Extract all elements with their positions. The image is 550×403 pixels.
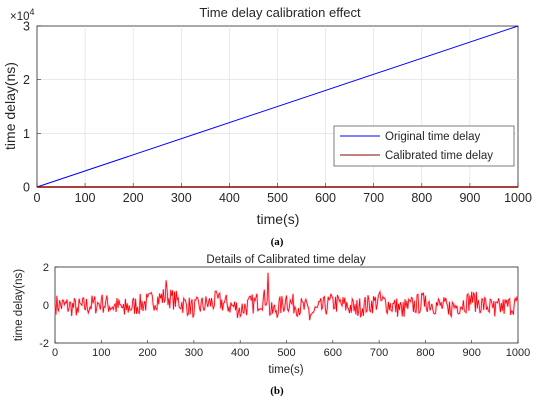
series-line-calibrated-detail xyxy=(54,272,519,321)
x-tick-label: 900 xyxy=(463,347,481,359)
chart-a-legend: Original time delay Calibrated time dela… xyxy=(333,125,515,167)
series-line-original xyxy=(36,25,519,188)
y-tick-label: 3 xyxy=(23,20,30,34)
chart-b-series xyxy=(53,272,520,321)
chart-a-series xyxy=(36,25,519,188)
x-tick-label: 700 xyxy=(370,347,388,359)
x-tick-label: 400 xyxy=(231,347,249,359)
y-tick-label: 0 xyxy=(43,300,49,312)
x-tick-label: 100 xyxy=(75,191,96,205)
x-tick-label: 200 xyxy=(138,347,156,359)
x-tick-label: 500 xyxy=(267,191,288,205)
x-tick-label: 300 xyxy=(185,347,203,359)
x-tick-label: 600 xyxy=(315,191,336,205)
chart-a-x-ticks: 0 100 200 300 400 500 600 700 800 900 1000 xyxy=(34,183,532,205)
y-tick-label: 1 xyxy=(23,127,30,141)
x-tick-label: 200 xyxy=(123,191,144,205)
legend-label-calibrated: Calibrated time delay xyxy=(385,150,493,162)
chart-b: Details of Calibrated time delay 0 100 200… xyxy=(13,254,530,397)
x-tick-label: 900 xyxy=(459,191,480,205)
svg-text:×104: ×104 xyxy=(10,7,35,23)
chart-b-xlabel: time(s) xyxy=(268,364,303,376)
x-tick-label: 0 xyxy=(34,191,41,205)
chart-a-y-ticks: 0 1 2 3 xyxy=(23,20,41,195)
x-tick-label: 1000 xyxy=(506,347,530,359)
x-tick-label: 500 xyxy=(277,347,295,359)
y-tick-label: 0 xyxy=(23,181,30,195)
chart-a-exponent: ×104 xyxy=(10,7,35,23)
x-tick-label: 700 xyxy=(363,191,384,205)
x-tick-label: 800 xyxy=(411,191,432,205)
chart-b-caption: (b) xyxy=(270,385,284,397)
chart-a-title: Time delay calibration effect xyxy=(199,5,361,20)
chart-a-caption: (a) xyxy=(271,236,284,248)
legend-label-original: Original time delay xyxy=(385,131,480,143)
x-tick-label: 800 xyxy=(416,347,434,359)
chart-a: Time delay calibration effect 0 100 200 300… xyxy=(2,5,532,248)
x-tick-label: 400 xyxy=(219,191,240,205)
x-tick-label: 300 xyxy=(171,191,192,205)
chart-b-title: Details of Calibrated time delay xyxy=(206,254,365,266)
y-tick-label: 2 xyxy=(43,262,49,274)
y-tick-label: 2 xyxy=(23,73,30,87)
legend-box xyxy=(333,125,515,167)
chart-b-ylabel: time delay(ns) xyxy=(13,269,25,341)
x-tick-label: 600 xyxy=(324,347,342,359)
chart-b-x-ticks: 0 100 200 300 400 500 600 700 800 900 1000 xyxy=(52,340,530,359)
x-tick-label: 0 xyxy=(52,347,58,359)
chart-a-ylabel: time delay(ns) xyxy=(2,62,18,150)
y-tick-label: -2 xyxy=(39,338,49,350)
x-tick-label: 1000 xyxy=(504,191,532,205)
x-tick-label: 100 xyxy=(92,347,110,359)
chart-a-xlabel: time(s) xyxy=(257,211,300,227)
